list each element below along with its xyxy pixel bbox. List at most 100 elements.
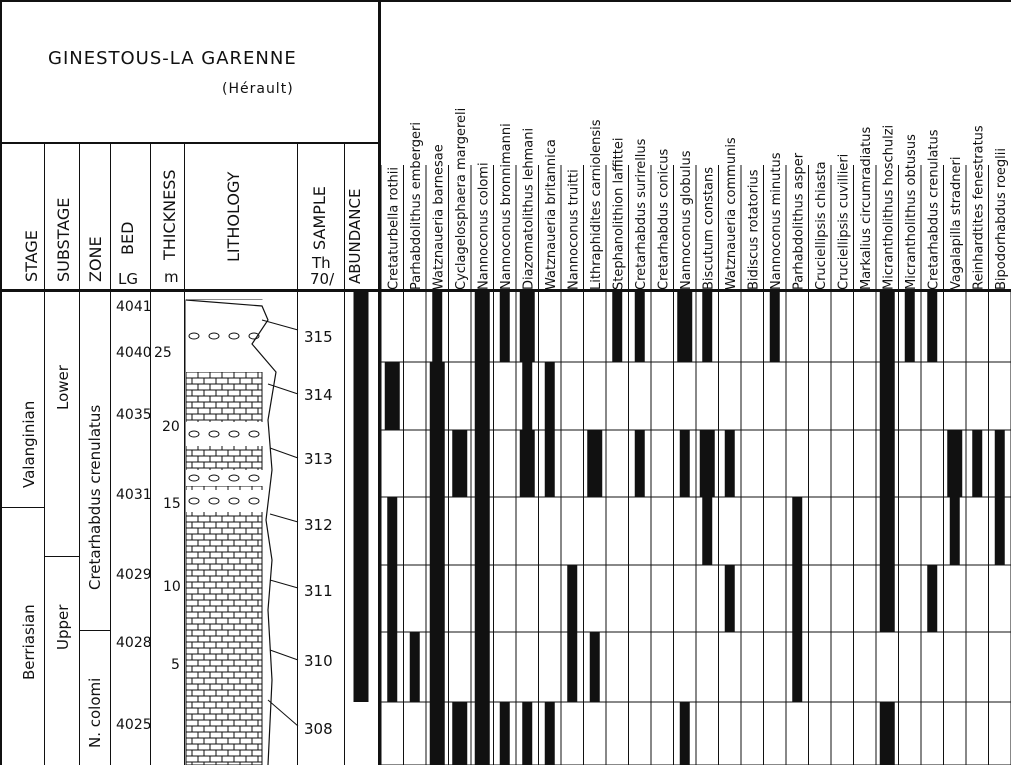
species-label: Reinhardtites fenestratus (971, 125, 986, 290)
species-label: Bipodorhabdus roeglii (994, 148, 1009, 290)
occurrence-mark (499, 292, 510, 362)
nodule (208, 430, 220, 438)
species-label: Lithraphidites carniolensis (589, 119, 604, 290)
nodule (228, 332, 240, 340)
divider (184, 144, 185, 765)
occurrence-mark (947, 430, 963, 497)
nodule (228, 430, 240, 438)
nodule (228, 497, 240, 505)
divider (150, 144, 151, 765)
species-label: Bidiscus rotatorius (746, 169, 761, 290)
species-label: Watznaueria britannica (544, 139, 559, 290)
marl-band (186, 470, 276, 486)
species-label: Vagalapilla stradneri (949, 157, 964, 290)
occurrence-mark (474, 362, 490, 430)
divider (378, 0, 381, 765)
occurrence-mark (474, 430, 490, 497)
occurrence-mark (589, 632, 600, 702)
occurrence-mark (567, 632, 578, 702)
occurrence-mark (724, 430, 735, 497)
bed-number: 4041 (116, 299, 152, 315)
sample-number: 315 (304, 328, 333, 346)
thickness-tick: 10 (163, 579, 181, 595)
divider (344, 144, 345, 765)
bed-number: 4029 (116, 567, 152, 583)
sample-connector (269, 447, 299, 459)
thickness-tick: 15 (163, 496, 181, 512)
occurrence-mark (994, 430, 1005, 497)
occurrence-mark (519, 430, 535, 497)
sample-connector (269, 579, 299, 589)
occurrence-mark (519, 292, 535, 362)
marl-band (186, 490, 276, 512)
page-title: GINESTOUS-LA GARENNE (48, 48, 297, 69)
species-label: Nannoconus bronnimanni (499, 123, 514, 290)
species-label: Stephanolithion laffittei (611, 138, 626, 290)
occurrence-mark (429, 362, 445, 430)
abundance-bar (353, 430, 369, 497)
occurrence-mark (474, 702, 490, 765)
header-bed-unit: LG (118, 270, 138, 288)
occurrence-mark (792, 497, 803, 565)
divider (44, 144, 45, 765)
marl-band (186, 422, 276, 446)
occurrence-mark (429, 702, 445, 765)
occurrence-mark (927, 292, 938, 362)
header-thickness-unit: m (164, 268, 179, 286)
nodule (248, 332, 260, 340)
species-label: Diazomatolithus lehmani (521, 128, 536, 290)
occurrence-mark (587, 430, 603, 497)
divider (0, 142, 378, 144)
species-label: Micrantholithus obtusus (904, 134, 919, 290)
occurrence-mark (499, 702, 510, 765)
species-label: Cyclagelosphaera margereli (454, 108, 469, 290)
sample-number: 310 (304, 652, 333, 670)
occurrence-mark (612, 292, 623, 362)
bed-number: 4025 (116, 717, 152, 733)
nodule (208, 474, 220, 482)
occurrence-mark (879, 497, 895, 565)
occurrence-mark (949, 497, 960, 565)
species-label: Micrantholithus hoschulzi (881, 125, 896, 290)
occurrence-mark (474, 632, 490, 702)
occurrence-mark (429, 632, 445, 702)
nodule (228, 474, 240, 482)
occurrence-mark (879, 292, 895, 362)
occurrence-mark (879, 565, 895, 632)
sample-number: 308 (304, 720, 333, 738)
occurrence-mark (522, 702, 533, 765)
occurrence-mark (429, 430, 445, 497)
occurrence-mark (409, 632, 420, 702)
species-label: Parhabdolithus asper (791, 152, 806, 290)
species-label: Cretarhabdus crenulatus (926, 129, 941, 290)
nodule (208, 332, 220, 340)
nodule (188, 332, 200, 340)
species-label: Cruciellipsis cuvillieri (836, 154, 851, 290)
header-sample-prefix: Th (312, 254, 331, 272)
species-label: Nannoconus colomi (476, 162, 491, 290)
sample-number: 313 (304, 450, 333, 468)
species-label: Watznaueria communis (724, 137, 739, 290)
thickness-tick: 5 (171, 657, 180, 673)
occurrence-mark (879, 702, 895, 765)
occurrence-mark (474, 292, 490, 362)
divider (0, 289, 1011, 292)
occurrence-mark (387, 565, 398, 632)
occurrence-mark (904, 292, 915, 362)
species-label: Nannoconus globulus (679, 150, 694, 290)
abundance-bar (353, 497, 369, 565)
occurrence-mark (544, 702, 555, 765)
nodule (188, 474, 200, 482)
marl-band (186, 300, 276, 372)
bed-number: 4031 (116, 487, 152, 503)
bed-number: 4035 (116, 407, 152, 423)
sample-connector (267, 699, 299, 727)
species-label: Cruciellipsis chiasta (814, 161, 829, 290)
occurrence-mark (544, 430, 555, 497)
occurrence-mark (474, 565, 490, 632)
occurrence-mark (429, 565, 445, 632)
nodule (248, 474, 260, 482)
occurrence-mark (679, 702, 690, 765)
